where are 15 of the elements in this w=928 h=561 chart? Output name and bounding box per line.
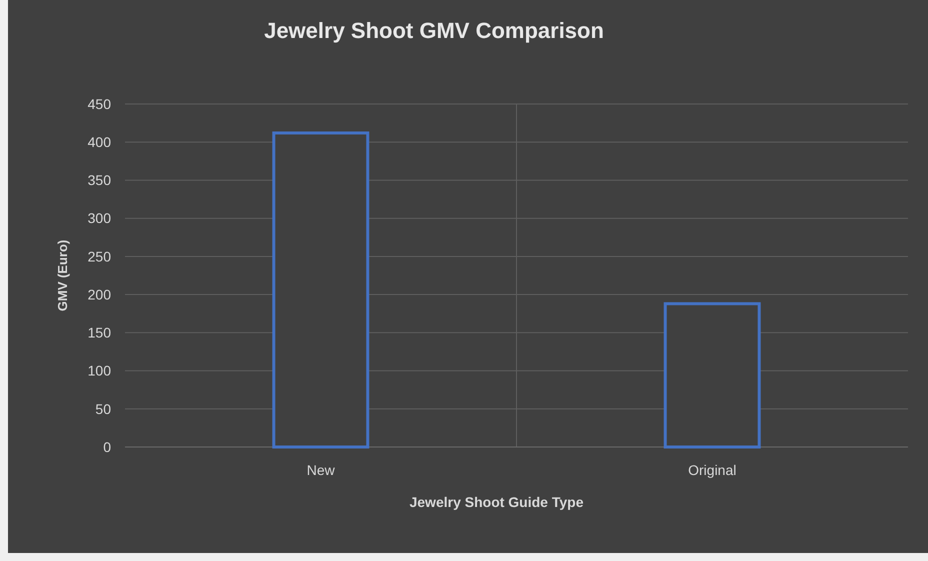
chart-title: Jewelry Shoot GMV Comparison <box>264 18 604 43</box>
y-tick-label: 0 <box>103 438 112 455</box>
y-tick-label: 450 <box>88 96 112 112</box>
y-tick-label: 200 <box>88 286 112 302</box>
y-axis-title: GMV (Euro) <box>55 240 70 312</box>
x-tick-label: New <box>306 462 336 478</box>
y-tick-label: 350 <box>88 172 112 188</box>
y-tick-label: 300 <box>88 210 112 226</box>
x-axis-title: Jewelry Shoot Guide Type <box>409 494 584 510</box>
y-tick-label: 250 <box>88 248 112 264</box>
y-tick-label: 150 <box>88 324 112 341</box>
y-tick-label: 50 <box>95 400 112 417</box>
y-tick-label: 100 <box>88 362 112 379</box>
x-tick-label: Original <box>688 462 736 478</box>
y-tick-label: 400 <box>88 134 112 150</box>
